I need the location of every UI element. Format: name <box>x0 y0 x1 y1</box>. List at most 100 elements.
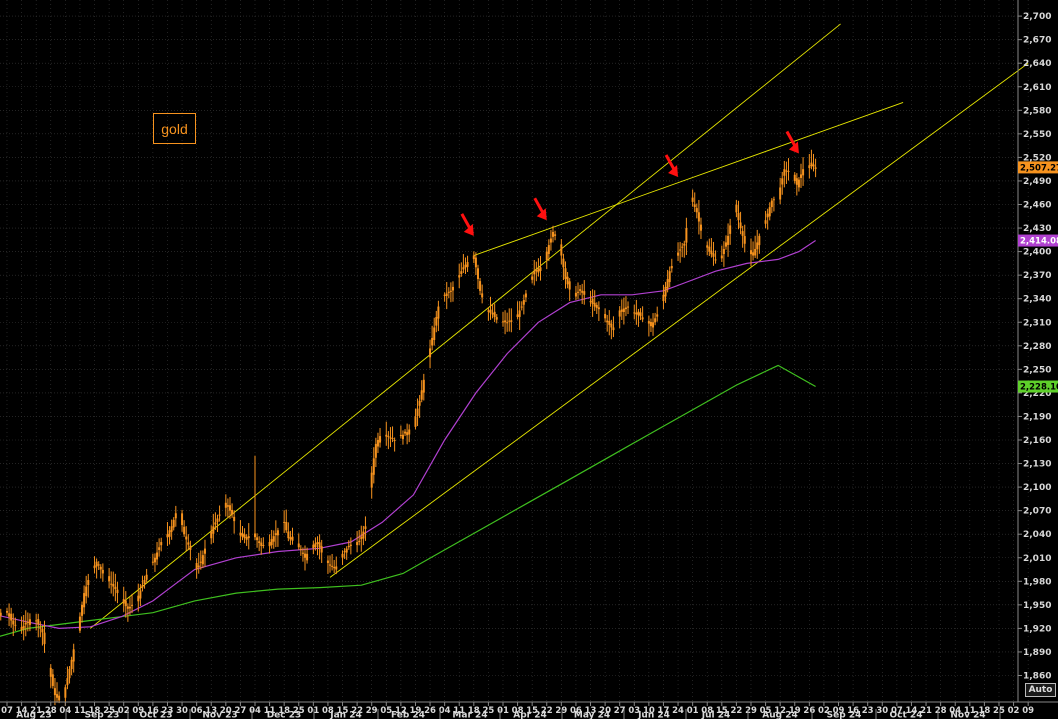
candle-body <box>520 306 523 308</box>
candle-body <box>274 533 277 536</box>
candle-body <box>97 564 100 566</box>
x-tick-label: 24 <box>672 706 684 716</box>
y-tick-label: 2,130 <box>1023 460 1051 470</box>
auto-scale-button[interactable]: Auto <box>1025 683 1056 697</box>
candle-body <box>126 606 129 609</box>
x-tick-label: 14 <box>16 706 28 716</box>
candle-body <box>772 199 775 201</box>
x-tick-label: 30 <box>176 706 188 716</box>
x-tick-label: 14 <box>906 706 918 716</box>
candle-body <box>95 561 98 567</box>
candle-body <box>399 435 402 437</box>
candle-body <box>668 271 671 283</box>
candle-body <box>435 317 438 326</box>
candle-body <box>535 269 538 272</box>
candle-body <box>429 348 432 358</box>
x-tick-label: 08 <box>512 706 524 716</box>
candle-body <box>247 536 250 539</box>
candle-body <box>666 279 669 289</box>
price-badge-label: 2,507.27 <box>1020 163 1058 173</box>
candle-body <box>70 659 73 670</box>
candle-body <box>231 509 234 515</box>
candle-body <box>174 513 177 519</box>
y-tick-label: 2,640 <box>1023 59 1051 69</box>
x-tick-label: 08 <box>701 706 713 716</box>
y-tick-label: 2,610 <box>1023 83 1051 93</box>
candle-body <box>51 674 54 686</box>
candle-body <box>228 505 231 511</box>
candle-body <box>216 518 219 522</box>
candle-body <box>58 695 61 701</box>
candle-body <box>539 267 542 271</box>
candle-body <box>78 616 81 631</box>
candle-body <box>564 268 567 280</box>
candle-body <box>785 170 788 172</box>
x-month-label: Sep 24 <box>827 711 862 719</box>
legend-gold[interactable]: gold <box>153 113 196 144</box>
candle-body <box>341 553 344 558</box>
candle-body <box>787 170 790 172</box>
x-tick-label: 13 <box>585 706 597 716</box>
candle-body <box>591 298 594 304</box>
x-tick-label: 19 <box>789 706 801 716</box>
ma-short-series <box>0 240 816 630</box>
candle-body <box>301 552 304 554</box>
price-badge <box>1018 161 1058 174</box>
candle-body <box>389 437 392 439</box>
candle-body <box>35 620 38 622</box>
price-candles <box>0 149 817 707</box>
legend-label: gold <box>161 120 188 137</box>
candle-body <box>349 544 352 546</box>
x-tick-label: 21 <box>920 706 932 716</box>
candle-body <box>39 627 42 629</box>
candle-body <box>462 267 465 270</box>
y-tick-label: 2,160 <box>1023 436 1051 446</box>
x-tick-label: 05 <box>380 706 392 716</box>
candle-body <box>637 311 640 316</box>
candle-body <box>314 543 317 548</box>
candle-body <box>508 320 511 322</box>
red-arrow <box>533 197 547 221</box>
candle-body <box>679 249 682 251</box>
x-tick-label: 09 <box>833 706 845 716</box>
candle-body <box>552 231 555 237</box>
x-tick-label: 06 <box>191 706 203 716</box>
candle-body <box>343 551 346 553</box>
x-tick-label: 22 <box>730 706 742 716</box>
y-tick-label: 2,340 <box>1023 295 1051 305</box>
x-tick-label: 27 <box>234 706 246 716</box>
candle-body <box>276 530 279 536</box>
x-tick-label: 27 <box>614 706 626 716</box>
candle-body <box>770 200 773 208</box>
candle-body <box>612 327 615 331</box>
candle-body <box>72 649 75 662</box>
y-tick-label: 2,460 <box>1023 201 1051 211</box>
candle-body <box>741 231 744 236</box>
candle-body <box>706 245 709 248</box>
candle-body <box>802 169 805 176</box>
candle-body <box>262 544 265 546</box>
candle-body <box>604 313 607 319</box>
candle-body <box>620 309 623 312</box>
candle-body <box>466 262 469 267</box>
y-tick-label: 2,550 <box>1023 130 1051 140</box>
candle-body <box>758 235 761 246</box>
candle-body <box>393 440 396 441</box>
price-badges: 2,507.27 2,414.08 2,228.10 <box>1018 161 1058 393</box>
candle-body <box>83 593 86 608</box>
x-month-label: Nov 23 <box>202 711 237 719</box>
candle-body <box>6 611 8 613</box>
y-tick-label: 2,490 <box>1023 177 1051 187</box>
candle-body <box>433 327 436 340</box>
candle-body <box>145 574 148 580</box>
candle-body <box>685 228 688 243</box>
x-tick-label: 29 <box>745 706 757 716</box>
candle-body <box>566 276 569 285</box>
x-axis: 3107142128041118250209162330061320270411… <box>1 702 1034 719</box>
y-tick-label: 2,670 <box>1023 36 1051 46</box>
candle-body <box>729 225 732 234</box>
x-tick-label: 23 <box>162 706 174 716</box>
candle-body <box>522 300 525 305</box>
candle-body <box>608 320 611 325</box>
